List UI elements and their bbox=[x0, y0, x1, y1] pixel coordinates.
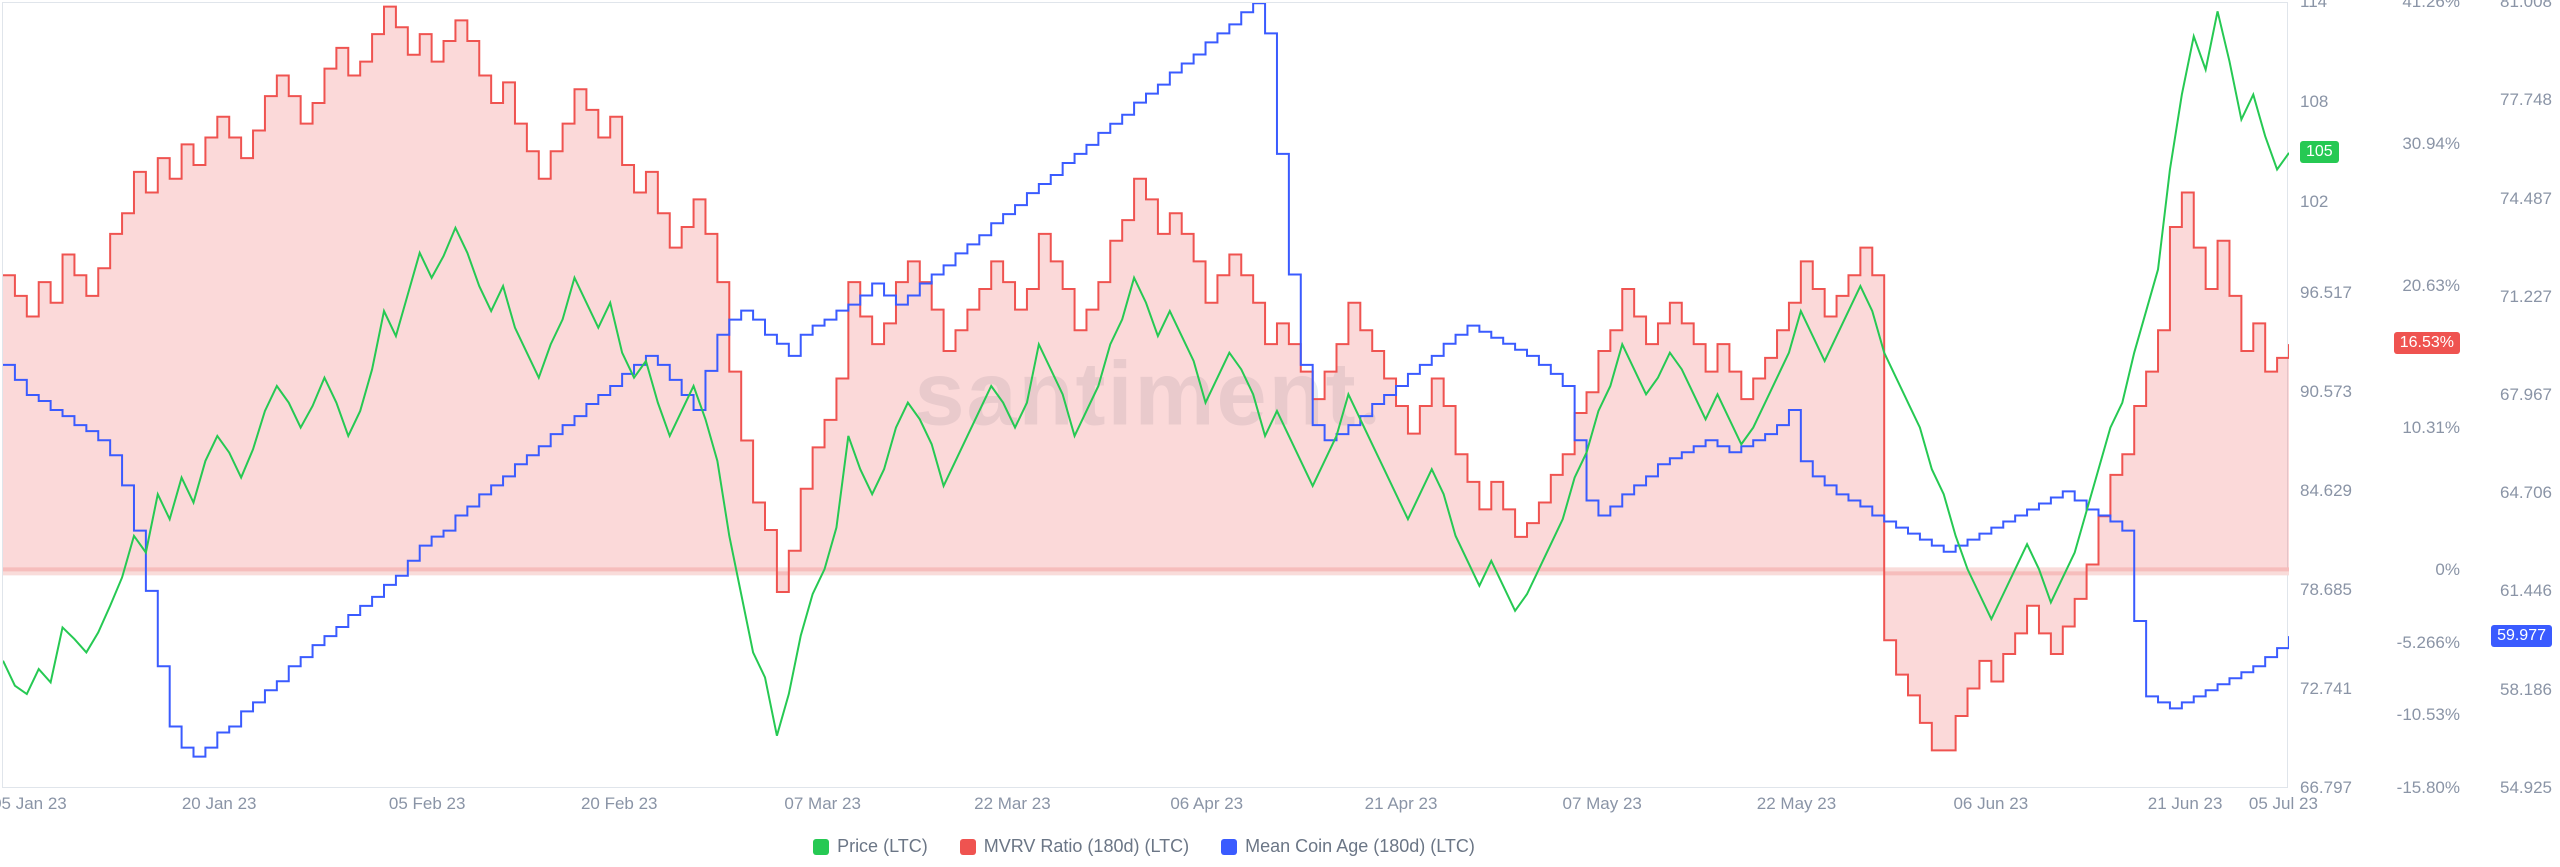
y-tick: 108 bbox=[2300, 92, 2328, 112]
y-tick: 96.517 bbox=[2300, 283, 2352, 303]
x-tick: 06 Jun 23 bbox=[1953, 794, 2028, 814]
y-tick: 58.186 bbox=[2500, 680, 2552, 700]
y-tick: 0% bbox=[2435, 560, 2460, 580]
chart-wrapper: santiment 05 Jan 23 20 Jan 23 05 Feb 23 20 … bbox=[0, 0, 2560, 867]
x-axis: 05 Jan 23 20 Jan 23 05 Feb 23 20 Feb 23 07 M… bbox=[2, 794, 2288, 824]
y-tick: 10.31% bbox=[2402, 418, 2460, 438]
mca-legend[interactable]: Mean Coin Age (180d) (LTC) bbox=[1221, 836, 1475, 857]
y-tick: 74.487 bbox=[2500, 189, 2552, 209]
y-tick: 61.446 bbox=[2500, 581, 2552, 601]
y-tick: 72.741 bbox=[2300, 679, 2352, 699]
mvrv-legend[interactable]: MVRV Ratio (180d) (LTC) bbox=[960, 836, 1189, 857]
y-tick: 77.748 bbox=[2500, 90, 2552, 110]
mvrv-fill bbox=[3, 7, 2289, 751]
x-tick: 22 Mar 23 bbox=[974, 794, 1051, 814]
y-tick: 66.797 bbox=[2300, 778, 2352, 798]
y-tick: 81.008 bbox=[2500, 0, 2552, 12]
x-tick: 06 Apr 23 bbox=[1170, 794, 1243, 814]
y-tick: -5.266% bbox=[2397, 633, 2460, 653]
y-tick: 54.925 bbox=[2500, 778, 2552, 798]
plot-area: santiment bbox=[2, 2, 2288, 788]
x-tick: 22 May 23 bbox=[1757, 794, 1836, 814]
legend-label: MVRV Ratio (180d) (LTC) bbox=[984, 836, 1189, 857]
y-tick: 84.629 bbox=[2300, 481, 2352, 501]
y-tick: -10.53% bbox=[2397, 705, 2460, 725]
x-tick: 07 May 23 bbox=[1562, 794, 1641, 814]
y-tick: 30.94% bbox=[2402, 134, 2460, 154]
mvrv-axis: -15.80%-10.53%-5.266%0%10.31%20.63%30.94… bbox=[2380, 2, 2460, 788]
x-tick: 05 Jan 23 bbox=[0, 794, 67, 814]
price-legend[interactable]: Price (LTC) bbox=[813, 836, 928, 857]
y-tick: 102 bbox=[2300, 192, 2328, 212]
y-tick: 20.63% bbox=[2402, 276, 2460, 296]
legend-swatch bbox=[960, 839, 976, 855]
mvrv-current-badge: 16.53% bbox=[2394, 332, 2460, 354]
x-tick: 07 Mar 23 bbox=[784, 794, 861, 814]
y-tick: 114 bbox=[2300, 0, 2327, 12]
price-current-badge: 105 bbox=[2300, 141, 2339, 163]
legend-swatch bbox=[813, 839, 829, 855]
y-tick: 71.227 bbox=[2500, 287, 2552, 307]
y-tick: 41.26% bbox=[2402, 0, 2460, 12]
y-tick: 78.685 bbox=[2300, 580, 2352, 600]
mca-axis: 54.92558.18661.44664.70667.96771.22774.4… bbox=[2472, 2, 2552, 788]
x-tick: 20 Jan 23 bbox=[182, 794, 257, 814]
x-tick: 05 Feb 23 bbox=[389, 794, 466, 814]
x-tick: 21 Apr 23 bbox=[1365, 794, 1438, 814]
y-tick: 90.573 bbox=[2300, 382, 2352, 402]
legend-swatch bbox=[1221, 839, 1237, 855]
price-axis: 66.79772.74178.68584.62990.57396.5171021… bbox=[2300, 2, 2370, 788]
legend-label: Price (LTC) bbox=[837, 836, 928, 857]
y-tick: -15.80% bbox=[2397, 778, 2460, 798]
x-tick: 20 Feb 23 bbox=[581, 794, 658, 814]
legend: Price (LTC) MVRV Ratio (180d) (LTC) Mean C… bbox=[0, 836, 2288, 860]
x-tick: 21 Jun 23 bbox=[2148, 794, 2223, 814]
chart-svg bbox=[3, 3, 2289, 789]
mca-current-badge: 59.977 bbox=[2491, 625, 2552, 647]
legend-label: Mean Coin Age (180d) (LTC) bbox=[1245, 836, 1475, 857]
y-tick: 67.967 bbox=[2500, 385, 2552, 405]
y-tick: 64.706 bbox=[2500, 483, 2552, 503]
